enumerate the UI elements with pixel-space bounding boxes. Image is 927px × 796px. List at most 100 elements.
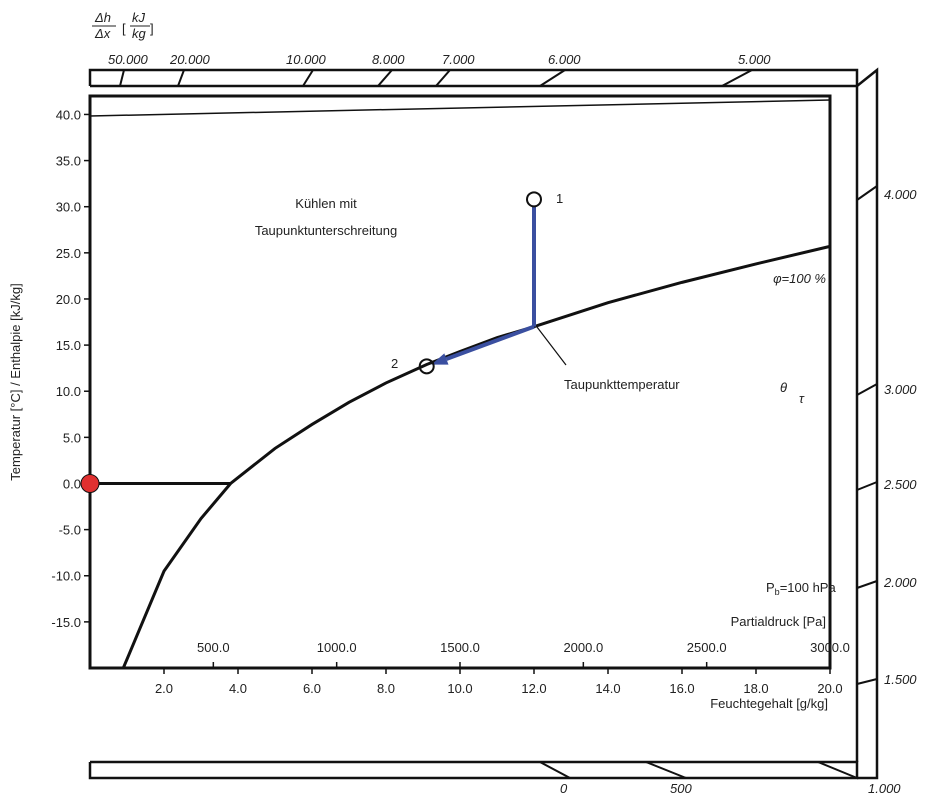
right-scale-label: 4.000	[884, 187, 917, 202]
process-line-condensation	[445, 324, 535, 361]
saturation-label: φ=100 %	[773, 271, 826, 286]
top-scale-tick	[721, 69, 753, 87]
y-tick-label: -5.0	[59, 523, 81, 538]
y-tick-label: 10.0	[56, 384, 81, 399]
bottom-scale-label: 1.000	[868, 781, 901, 796]
bottom-scale-tick	[817, 761, 858, 779]
pressure-subscript: b	[775, 587, 780, 597]
bottom-scale-frame	[88, 760, 859, 780]
top-scale-label: 6.000	[548, 52, 581, 67]
y-tick-label: 0.0	[63, 476, 81, 491]
right-scale-frame	[856, 67, 879, 780]
right-scale-ticks: 4.000 3.000 2.500 2.000 1.500	[856, 185, 917, 687]
top-scale-tick	[302, 69, 314, 87]
pp-tick-label: 2000.0	[563, 640, 603, 655]
enthalpy-guide-line	[89, 99, 831, 117]
process-arrowhead	[431, 353, 449, 365]
pp-tick-label: 1500.0	[440, 640, 480, 655]
pp-tick-label: 500.0	[197, 640, 230, 655]
right-scale-tick	[856, 383, 878, 396]
top-scale-tick	[435, 69, 451, 87]
bottom-scale-tick	[539, 761, 571, 779]
bottom-scale-label: 500	[670, 781, 692, 796]
y-tick-label: 30.0	[56, 200, 81, 215]
right-scale-label: 2.500	[883, 477, 917, 492]
y-tick-label: 15.0	[56, 338, 81, 353]
state-point-1	[526, 191, 542, 208]
x-tick-label: 6.0	[303, 681, 321, 696]
partial-pressure-label: Partialdruck [Pa]	[731, 614, 826, 629]
top-scale-label: 10.000	[286, 52, 327, 67]
bottom-scale-ticks: 0 500 1.000	[539, 761, 901, 796]
annotation-title-line1: Kühlen mit	[295, 196, 357, 211]
right-scale-label: 1.500	[884, 672, 917, 687]
y-tick-label: 20.0	[56, 292, 81, 307]
y-axis-label: Temperatur [°C] / Enthalpie [kJ/kg]	[8, 283, 23, 480]
y-tick-label: 5.0	[63, 430, 81, 445]
x-tick-label: 16.0	[669, 681, 694, 696]
top-scale-tick	[377, 69, 393, 87]
scale-frames	[88, 67, 879, 780]
top-scale-tick	[539, 69, 566, 87]
saturation-curve	[121, 244, 831, 669]
pp-tick-label: 3000.0	[810, 640, 850, 655]
state-point-2-label: 2	[391, 356, 398, 371]
pressure-annotation: Pb=100 hPa	[766, 580, 836, 597]
top-scale-label: 5.000	[738, 52, 771, 67]
theta-subscript: τ	[799, 391, 805, 406]
x-tick-label: 20.0	[817, 681, 842, 696]
dew-point-leader	[536, 326, 567, 366]
pressure-value: =100 hPa	[780, 580, 837, 595]
right-scale-label: 3.000	[884, 382, 917, 397]
right-scale-tick	[856, 580, 878, 589]
dew-point-label: Taupunkttemperatur	[564, 377, 680, 392]
top-header-den: Δx	[94, 26, 111, 41]
top-scale-label: 50.000	[108, 52, 149, 67]
top-header-num: Δh	[94, 10, 111, 25]
x-axis-ticks: 2.0 4.0 6.0 8.0 10.0 12.0 14.0 16.0 18.0 20.0	[155, 668, 843, 696]
right-scale-tick	[856, 481, 878, 491]
x-axis-label: Feuchtegehalt [g/kg]	[710, 696, 828, 711]
x-tick-label: 18.0	[743, 681, 768, 696]
y-tick-label: -15.0	[51, 615, 81, 630]
y-tick-label: 25.0	[56, 246, 81, 261]
right-scale-tick	[856, 185, 878, 201]
state-point-2	[418, 358, 435, 375]
top-header-unit-num: kJ	[132, 10, 146, 25]
top-scale-label: 20.000	[169, 52, 211, 67]
bottom-scale-tick	[645, 761, 687, 779]
y-tick-label: -10.0	[51, 569, 81, 584]
y-axis-ticks: 40.0 35.0 30.0 25.0 20.0 15.0 10.0 5.0 0.0 -5.0 -1…	[51, 107, 90, 630]
theta-symbol: θ	[780, 380, 787, 395]
top-header-unit-den: kg	[132, 26, 147, 41]
top-scale-ticks: 50.000 20.000 10.000 8.000 7.000 6.000 5…	[108, 52, 771, 87]
x-tick-label: 12.0	[521, 681, 546, 696]
x-tick-label: 8.0	[377, 681, 395, 696]
plot-frame	[88, 94, 832, 670]
top-scale-header: Δh Δx [ kJ kg ]	[92, 10, 154, 41]
top-header-bracket-l: [	[122, 21, 126, 36]
top-scale-tick	[177, 69, 185, 87]
top-scale-tick	[119, 69, 125, 87]
top-scale-label: 7.000	[442, 52, 475, 67]
x-tick-label: 2.0	[155, 681, 173, 696]
pp-tick-label: 2500.0	[687, 640, 727, 655]
zero-marker	[80, 473, 100, 493]
x-tick-label: 14.0	[595, 681, 620, 696]
pressure-symbol: P	[766, 580, 775, 595]
partial-pressure-ticks: 500.0 1000.0 1500.0 2000.0 2500.0 3000.0	[197, 640, 850, 668]
pp-tick-label: 1000.0	[317, 640, 357, 655]
top-header-bracket-r: ]	[150, 21, 154, 36]
y-tick-label: 35.0	[56, 154, 81, 169]
state-point-1-label: 1	[556, 191, 563, 206]
x-tick-label: 4.0	[229, 681, 247, 696]
y-tick-label: 40.0	[56, 107, 81, 122]
top-scale-frame	[88, 68, 859, 86]
bottom-scale-label: 0	[560, 781, 568, 796]
top-scale-label: 8.000	[372, 52, 405, 67]
x-tick-label: 10.0	[447, 681, 472, 696]
right-scale-label: 2.000	[883, 575, 917, 590]
right-scale-tick	[856, 678, 878, 685]
annotation-title-line2: Taupunktunterschreitung	[255, 223, 397, 238]
